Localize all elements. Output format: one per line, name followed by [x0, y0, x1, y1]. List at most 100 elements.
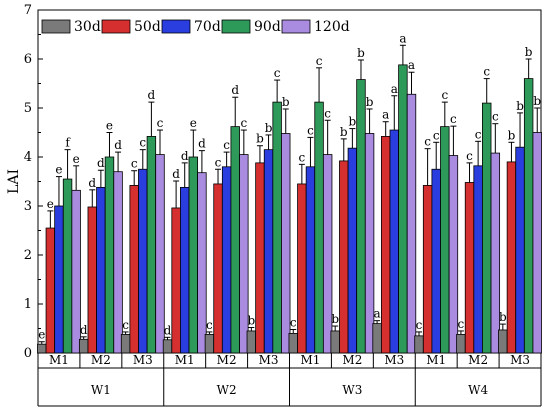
bar-120d-W4-M1: [448, 155, 459, 354]
bar-90d-W3-M2: [356, 79, 366, 354]
bar-letter-label: b: [525, 45, 533, 59]
bar-letter-label: c: [466, 149, 473, 163]
bar-letter-label: c: [483, 65, 490, 79]
bar-120d-W4-M3: [532, 132, 542, 354]
bar-90d-W1-M2: [104, 156, 115, 354]
bar-letter-label: d: [181, 149, 189, 163]
bar-labels: eeefedddedcccdcdddedcccdcbbbcbcccccbbbbb…: [38, 31, 541, 341]
bar-letter-label: b: [256, 132, 264, 146]
legend-swatch-120d: [281, 19, 311, 34]
bar-letter-label: e: [55, 163, 62, 177]
bar-letter-label: c: [433, 128, 440, 142]
bar-letter-label: b: [265, 121, 273, 135]
x-group-label: W1: [91, 383, 111, 397]
y-tick-label: 7: [24, 3, 32, 18]
bar-90d-W2-M3: [272, 101, 282, 354]
bar-30d-W2-M1: [162, 339, 173, 354]
bar-letter-label: e: [38, 328, 45, 342]
bar-50d-W2-M1: [171, 207, 181, 354]
bar-letter-label: c: [324, 106, 331, 120]
bar-70d-W4-M1: [431, 168, 441, 354]
bar-letter-label: b: [331, 312, 339, 326]
bar-30d-W1-M3: [120, 333, 131, 354]
legend-swatch-90d: [221, 19, 251, 34]
bar-70d-W3-M1: [305, 166, 316, 354]
bar-letter-label: c: [122, 318, 129, 332]
bar-letter-label: c: [424, 135, 431, 149]
bar-70d-W1-M3: [138, 168, 148, 354]
bar-letter-label: c: [475, 127, 482, 141]
category-table: M1 M2 M3 W1 M1 M2 M3 W2 M1 M2 M3 W3 M1 M2 M3 W4: [37, 353, 542, 407]
bar-50d-W3-M2: [339, 160, 349, 354]
bar-letter-label: c: [298, 150, 305, 164]
bar-30d-W4-M3: [498, 329, 508, 354]
bar-70d-W1-M2: [96, 186, 106, 354]
x-sub-label: M1: [426, 353, 446, 367]
bar-letter-label: c: [492, 110, 499, 124]
bar-letter-label: d: [164, 323, 172, 337]
bar-30d-W3-M1: [288, 332, 298, 354]
bar-letter-label: b: [340, 125, 348, 139]
bar-letter-label: b: [282, 95, 290, 109]
error-bars: [38, 44, 541, 345]
x-group-label: W3: [342, 383, 362, 397]
bar-90d-W3-M1: [314, 101, 324, 354]
bar-90d-W4-M3: [523, 78, 534, 354]
y-tick-label: 5: [24, 101, 32, 116]
x-sub-label: M1: [175, 353, 195, 367]
legend-label-120d: 120d: [314, 19, 350, 35]
bar-50d-W1-M3: [129, 185, 139, 354]
bar-letter-label: e: [190, 116, 197, 130]
bar-letter-label: b: [247, 314, 255, 328]
bar-70d-W4-M2: [473, 165, 483, 354]
bars: [37, 64, 542, 354]
legend-swatch-50d: [101, 19, 131, 34]
x-sub-label: M3: [510, 353, 530, 367]
legend-label-50d: 50d: [134, 19, 161, 35]
bar-letter-label: d: [231, 83, 239, 97]
bar-letter-label: a: [382, 108, 389, 122]
bar-letter-label: c: [450, 112, 457, 126]
bar-120d-W2-M3: [281, 133, 291, 354]
bar-letter-label: c: [223, 138, 230, 152]
bar-30d-W4-M1: [414, 335, 424, 354]
bar-30d-W4-M2: [456, 333, 466, 354]
bar-letter-label: b: [533, 94, 541, 108]
bar-letter-label: a: [399, 31, 406, 45]
x-group-label: W4: [468, 383, 488, 397]
bar-50d-W4-M3: [506, 161, 517, 354]
bar-90d-W1-M3: [146, 136, 157, 354]
bar-50d-W4-M2: [464, 182, 475, 354]
bar-30d-W3-M2: [330, 330, 340, 354]
bar-90d-W1-M1: [62, 178, 73, 354]
bar-letter-label: d: [198, 137, 206, 151]
bar-letter-label: b: [366, 95, 374, 109]
bar-letter-label: b: [516, 99, 524, 113]
bar-letter-label: c: [274, 66, 281, 80]
x-sub-label: M2: [91, 353, 111, 367]
bar-letter-label: e: [106, 119, 113, 133]
bar-letter-label: c: [316, 54, 323, 68]
bar-letter-label: c: [458, 317, 465, 331]
x-group-label: W2: [217, 383, 237, 397]
bar-letter-label: a: [391, 82, 398, 96]
bar-70d-W3-M2: [347, 147, 358, 354]
bar-letter-label: a: [374, 307, 381, 321]
bar-letter-label: c: [215, 155, 222, 169]
bar-letter-label: c: [139, 136, 146, 150]
bar-letter-label: e: [47, 197, 54, 211]
bar-letter-label: d: [80, 323, 88, 337]
bar-50d-W1-M2: [87, 206, 97, 354]
bar-letter-label: b: [357, 46, 365, 60]
bar-50d-W3-M1: [297, 183, 307, 354]
x-sub-label: M3: [259, 353, 279, 367]
bar-letter-label: d: [88, 176, 96, 190]
bar-letter-label: d: [97, 156, 105, 170]
bar-120d-W3-M3: [406, 93, 417, 354]
bar-90d-W4-M1: [440, 126, 450, 354]
legend: 30d 50d 70d 90d 120d: [41, 19, 350, 35]
bar-70d-W2-M3: [263, 149, 274, 354]
bar-30d-W1-M2: [78, 338, 89, 354]
